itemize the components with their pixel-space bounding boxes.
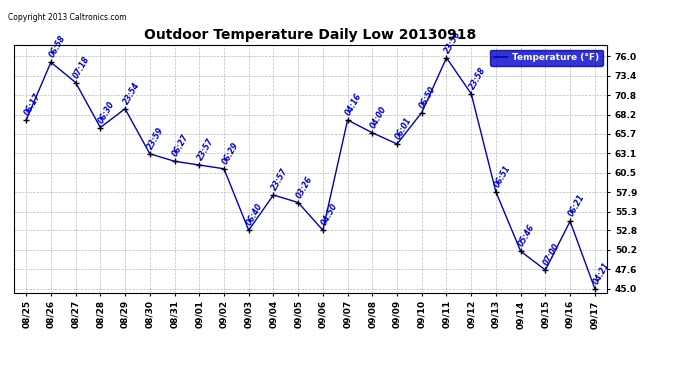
Text: 05:46: 05:46: [517, 223, 537, 249]
Text: 23:54: 23:54: [121, 81, 141, 106]
Text: 03:26: 03:26: [295, 174, 315, 200]
Text: 06:40: 06:40: [245, 202, 265, 228]
Text: 06:30: 06:30: [97, 99, 117, 125]
Text: Copyright 2013 Caltronics.com: Copyright 2013 Caltronics.com: [8, 13, 126, 22]
Text: 07:18: 07:18: [72, 54, 92, 80]
Text: 06:01: 06:01: [393, 116, 413, 141]
Text: 06:58: 06:58: [47, 34, 67, 60]
Text: 23:58: 23:58: [468, 66, 487, 91]
Legend: Temperature (°F): Temperature (°F): [491, 50, 602, 66]
Text: 23:56: 23:56: [443, 30, 463, 55]
Text: 04:16: 04:16: [344, 92, 364, 117]
Text: 06:27: 06:27: [171, 133, 190, 159]
Title: Outdoor Temperature Daily Low 20130918: Outdoor Temperature Daily Low 20130918: [144, 28, 477, 42]
Text: 06:50: 06:50: [418, 84, 438, 110]
Text: 06:51: 06:51: [492, 164, 512, 189]
Text: 06:29: 06:29: [220, 141, 240, 166]
Text: 23:59: 23:59: [146, 126, 166, 151]
Text: 23:57: 23:57: [195, 137, 215, 162]
Text: 06:21: 06:21: [566, 193, 586, 219]
Text: 04:00: 04:00: [368, 105, 388, 130]
Text: 23:57: 23:57: [270, 167, 290, 192]
Text: 04:50: 04:50: [319, 202, 339, 228]
Text: 07:00: 07:00: [542, 242, 562, 267]
Text: 06:17: 06:17: [23, 92, 42, 117]
Text: 04:21: 04:21: [591, 261, 611, 286]
